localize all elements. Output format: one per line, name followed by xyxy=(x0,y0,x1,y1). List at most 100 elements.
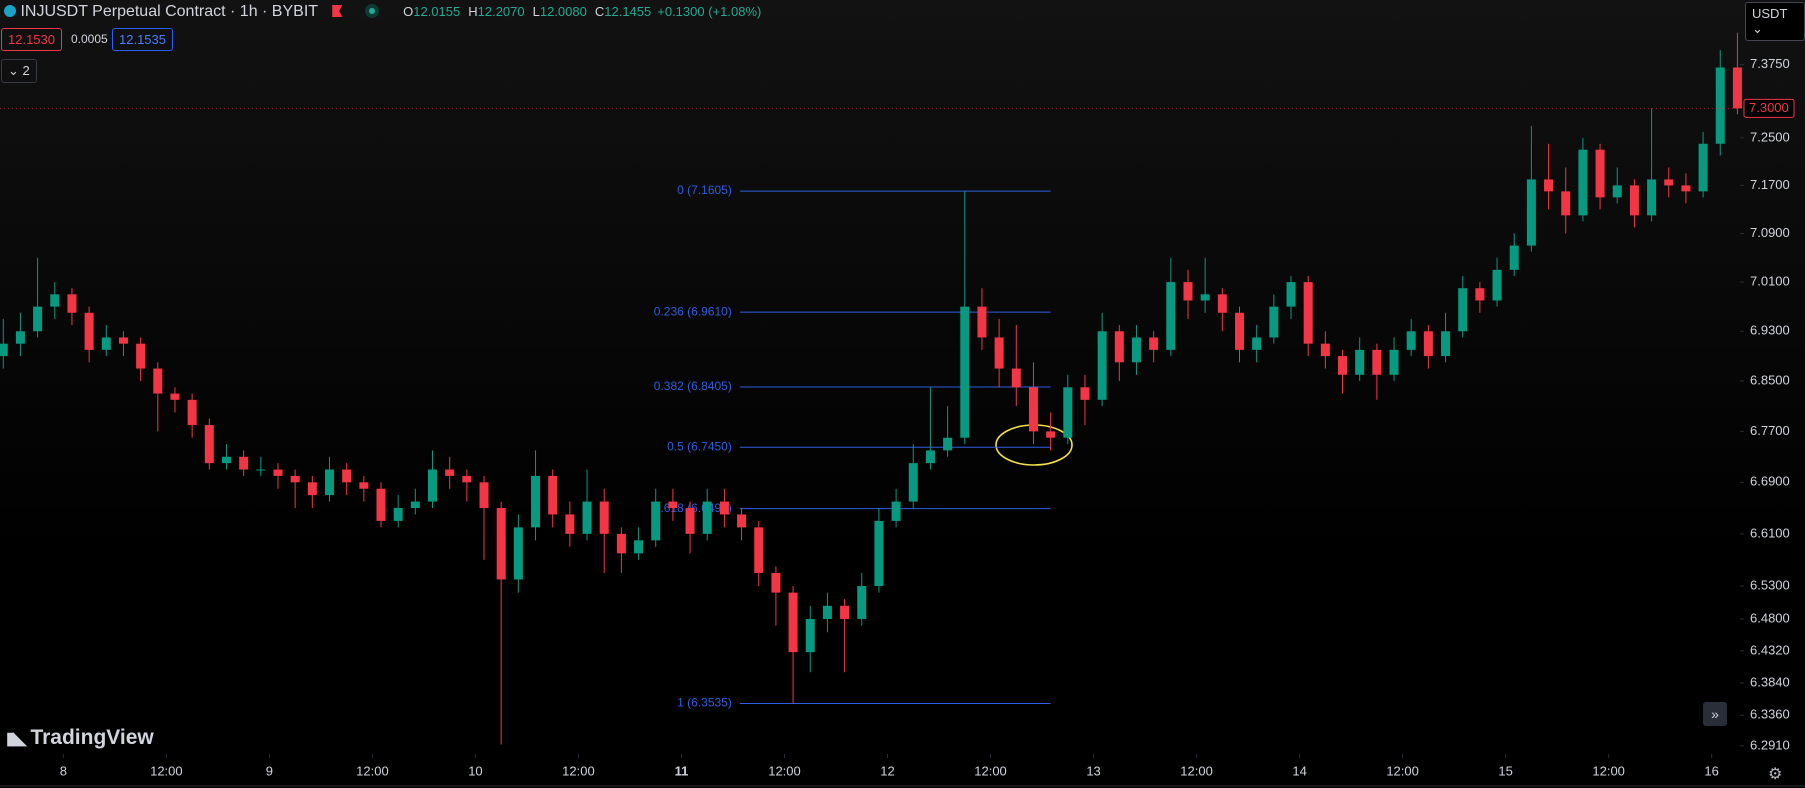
candle-body xyxy=(1269,306,1279,338)
logo[interactable]: ▮◣ TradingView xyxy=(6,726,154,749)
candle-body xyxy=(1629,185,1639,216)
candle-body xyxy=(1303,282,1313,344)
candle-body xyxy=(874,520,884,587)
candle-body xyxy=(1458,288,1468,332)
ohlc-label: O xyxy=(403,4,414,19)
y-tick-label: 7.2500 xyxy=(1750,129,1790,144)
x-tick-label: 15 xyxy=(1498,763,1512,778)
x-tick-label: 11 xyxy=(675,763,689,778)
ohlc-value: 12.1455 xyxy=(604,4,652,19)
y-tick-label: 6.9300 xyxy=(1750,323,1790,338)
candle-body xyxy=(1166,282,1176,350)
candle-body xyxy=(531,475,541,528)
y-tick-label: 6.4800 xyxy=(1750,610,1790,625)
candle-body xyxy=(1406,331,1416,350)
candle-body xyxy=(634,540,644,554)
candle-body xyxy=(256,469,266,471)
candle-body xyxy=(445,469,455,476)
x-tick-label: 12:00 xyxy=(1592,763,1625,778)
spread: 0.0005 xyxy=(71,32,108,46)
candle-body xyxy=(1509,245,1519,270)
ohlc-value: 12.2070 xyxy=(477,4,525,19)
x-tick-label: 10 xyxy=(468,763,482,778)
candle-body xyxy=(1114,331,1124,363)
y-tick-label: 6.7700 xyxy=(1750,423,1790,438)
candle-body xyxy=(668,501,678,509)
y-tick-label: 6.6900 xyxy=(1750,474,1790,489)
candle-body xyxy=(977,306,987,338)
candle-body xyxy=(1234,312,1244,350)
candle-body xyxy=(1131,337,1141,363)
candle-body xyxy=(1647,179,1657,216)
ohlc-label: H xyxy=(468,4,478,19)
candle-body xyxy=(1063,387,1073,438)
currency-button[interactable]: USDT ⌄ xyxy=(1745,2,1805,41)
candle-body xyxy=(410,501,420,509)
candle-body xyxy=(1080,387,1090,400)
candle-body xyxy=(1320,343,1330,357)
candle-body xyxy=(754,527,764,573)
y-tick-label: 6.4320 xyxy=(1750,642,1790,657)
candle-body xyxy=(1097,331,1107,400)
y-tick-label: 7.3750 xyxy=(1750,56,1790,71)
candle-body xyxy=(324,469,334,496)
candle-body xyxy=(1011,368,1021,388)
y-tick-label: 7.0100 xyxy=(1750,274,1790,289)
candle-body xyxy=(187,399,197,426)
candle-body xyxy=(290,475,300,483)
candle-body xyxy=(651,501,661,541)
indicators-count: 2 xyxy=(22,63,30,78)
candle-body xyxy=(376,488,386,521)
candle-body xyxy=(960,306,970,438)
candle-body xyxy=(1389,349,1399,375)
logo-text: TradingView xyxy=(30,726,154,749)
settings-button[interactable]: ⚙ xyxy=(1768,766,1783,783)
ohlc-value: 12.0155 xyxy=(413,4,461,19)
x-tick-label: 12:00 xyxy=(150,763,183,778)
candle-body xyxy=(428,469,438,502)
candle-body xyxy=(925,450,935,464)
candle-body xyxy=(1338,356,1348,375)
last-price-box xyxy=(1743,98,1795,118)
candle-body xyxy=(1526,179,1536,246)
x-tick-label: 12:00 xyxy=(356,763,389,778)
scroll-to-realtime[interactable]: » xyxy=(1703,702,1727,726)
candle-body xyxy=(908,463,918,502)
candle-body xyxy=(1441,331,1451,357)
fib-label: 0.5 (6.7450) xyxy=(667,439,732,453)
candle-body xyxy=(1149,337,1159,350)
candle-body xyxy=(101,337,111,350)
buy-button[interactable]: 12.1535 xyxy=(112,28,173,51)
currency: USDT xyxy=(1752,6,1788,21)
sell-button[interactable]: 12.1530 xyxy=(1,28,62,51)
symbol[interactable]: INJUSDT Perpetual Contract · 1h · BYBIT xyxy=(20,3,318,20)
candle-body xyxy=(1578,149,1588,216)
candle-body xyxy=(1492,269,1502,301)
candle-body xyxy=(616,533,626,554)
flag-icon[interactable] xyxy=(332,5,343,17)
candle-body xyxy=(565,514,575,534)
candle-body xyxy=(891,501,901,521)
x-tick-label: 12:00 xyxy=(768,763,801,778)
candle-body xyxy=(479,482,489,509)
candle-body xyxy=(1595,149,1605,198)
candle-body xyxy=(1217,294,1227,313)
candle-body xyxy=(84,312,94,350)
x-tick-label: 12 xyxy=(880,763,894,778)
y-tick-label: 6.8500 xyxy=(1750,372,1790,387)
candle-body xyxy=(1423,331,1433,357)
candle-body xyxy=(307,482,317,496)
candle-body xyxy=(788,592,798,653)
candle-body xyxy=(548,475,558,515)
candle-body xyxy=(0,343,8,357)
candle-body xyxy=(1200,294,1210,301)
indicators-toggle[interactable]: ⌄ 2 xyxy=(1,59,37,83)
x-tick-label: 16 xyxy=(1704,763,1718,778)
market-status[interactable] xyxy=(364,4,379,18)
change: +0.1300 (+1.08%) xyxy=(657,4,762,19)
candle-body xyxy=(719,501,729,515)
candle-body xyxy=(685,508,695,534)
symbol-icon xyxy=(4,5,16,17)
candle-body xyxy=(1252,337,1262,350)
